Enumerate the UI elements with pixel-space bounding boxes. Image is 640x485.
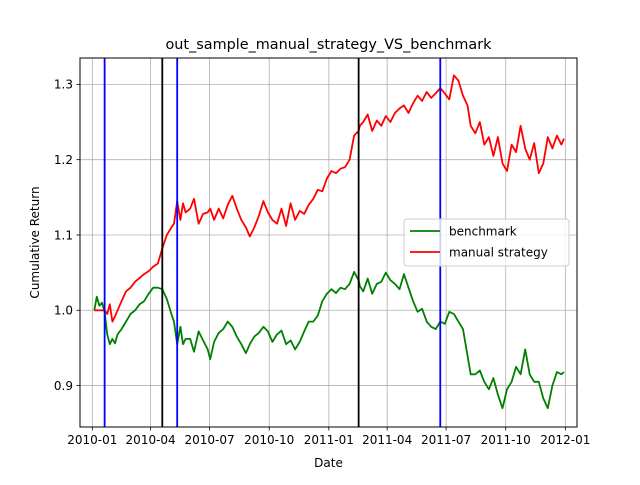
- chart-title: out_sample_manual_strategy_VS_benchmark: [166, 37, 493, 53]
- y-tick-label: 0.9: [54, 379, 73, 393]
- x-tick-label: 2010-04: [126, 433, 176, 447]
- y-tick-label: 1.0: [54, 304, 73, 318]
- grid-lines: [80, 58, 577, 427]
- series-line-benchmark: [93, 270, 565, 410]
- legend-label-benchmark: benchmark: [449, 225, 517, 239]
- y-tick-label: 1.1: [54, 228, 73, 242]
- x-tick-label: 2010-07: [185, 433, 235, 447]
- x-tick-label: 2010-01: [67, 433, 117, 447]
- legend-box: [403, 218, 570, 267]
- y-tick-label: 1.3: [54, 78, 73, 92]
- x-tick-label: 2011-01: [304, 433, 354, 447]
- x-tick-label: 2011-10: [481, 433, 531, 447]
- x-tick-label: 2011-04: [362, 433, 412, 447]
- y-axis-label: Cumulative Return: [28, 186, 42, 298]
- series-layer: [93, 74, 565, 410]
- y-tick-label: 1.2: [54, 153, 73, 167]
- axis-ticks: 2010-01 2010-04 2010-07 2010-10 2011-01 2011-…: [54, 78, 591, 447]
- series-line-manual-strategy: [94, 74, 565, 323]
- legend-label-manual-strategy: manual strategy: [449, 246, 548, 260]
- x-tick-label: 2011-07: [421, 433, 471, 447]
- x-tick-label: 2012-01: [540, 433, 590, 447]
- x-axis-label: Date: [314, 456, 343, 470]
- legend: benchmark manual strategy: [403, 218, 570, 267]
- x-tick-label: 2010-10: [244, 433, 294, 447]
